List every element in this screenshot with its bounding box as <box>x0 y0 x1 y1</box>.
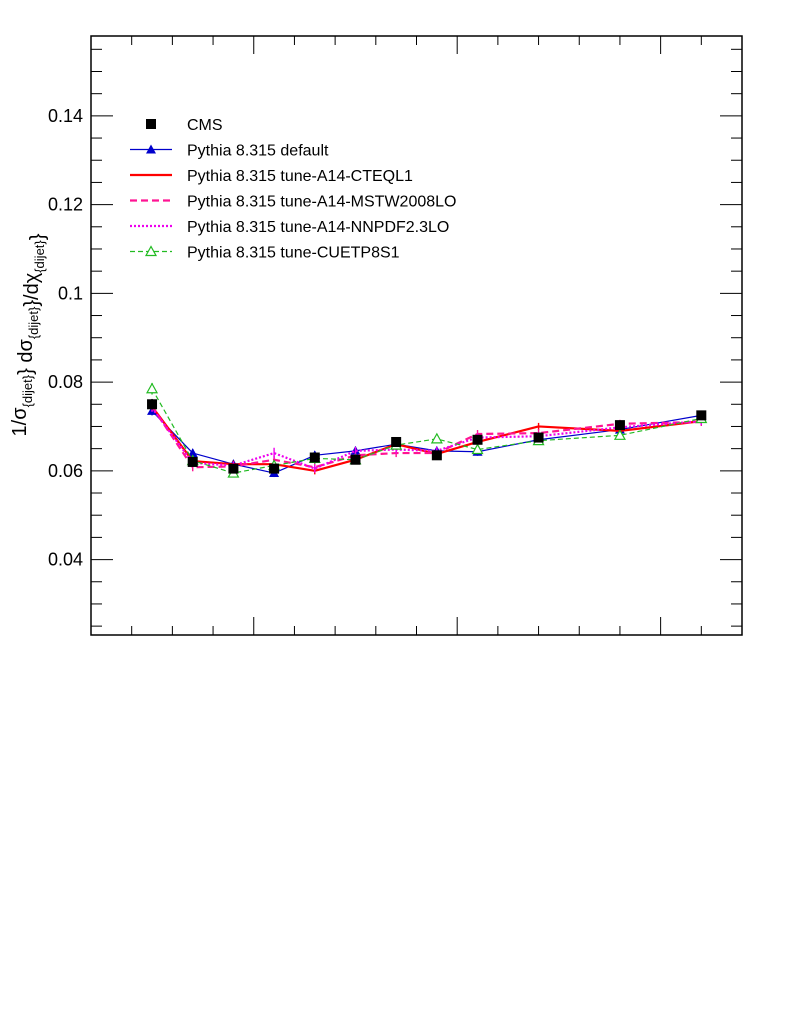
legend-label: CMS <box>187 117 223 134</box>
y-axis-label: 1/σ{dijet}} dσ{dijet}}/dχ{dijet}} <box>9 233 49 436</box>
y-label-subscript: {dijet} <box>26 306 41 339</box>
y-label-part: 1/σ <box>9 407 31 437</box>
y-tick-label: 0.12 <box>48 195 83 215</box>
legend-marker <box>144 245 158 257</box>
y-label-part: } <box>27 233 49 240</box>
data-point <box>431 450 442 461</box>
data-point <box>472 434 483 445</box>
legend-marker <box>146 119 156 129</box>
series-layer <box>146 382 708 478</box>
data-point <box>187 456 198 467</box>
legend-label: Pythia 8.315 default <box>187 143 329 160</box>
legend-entry: Pythia 8.315 tune-CUETP8S1 <box>130 245 400 262</box>
data-point <box>187 448 198 458</box>
series-line <box>151 388 702 474</box>
data-point <box>147 399 158 410</box>
series-line <box>151 405 702 469</box>
legend-entry: Pythia 8.315 tune-A14-NNPDF2.3LO <box>130 219 449 236</box>
data-point <box>471 443 484 455</box>
data-point <box>146 382 159 394</box>
axis-ticks <box>90 36 743 635</box>
data-point <box>350 454 361 465</box>
data-point <box>269 463 280 474</box>
data-point <box>613 429 626 440</box>
series-0 <box>147 398 707 474</box>
data-point <box>430 432 443 444</box>
legend-label: Pythia 8.315 tune-A14-MSTW2008LO <box>187 194 456 211</box>
y-tick-label: 0.06 <box>48 461 83 481</box>
legend-entry: Pythia 8.315 tune-A14-MSTW2008LO <box>130 194 456 211</box>
legend-label: Pythia 8.315 tune-A14-NNPDF2.3LO <box>187 219 449 236</box>
y-tick-label: 0.08 <box>48 372 83 392</box>
legend: CMS Pythia 8.315 default Pythia 8.315 tune… <box>130 117 456 262</box>
legend-entry: Pythia 8.315 tune-A14-CTEQL1 <box>130 168 413 185</box>
series-line <box>151 405 702 472</box>
data-point <box>533 432 544 443</box>
y-label-subscript: {dijet} <box>20 374 35 407</box>
data-point <box>309 452 320 463</box>
y-axis-tick-labels: 0.04 0.06 0.08 0.1 0.12 0.14 <box>48 106 83 570</box>
series-line <box>151 407 702 470</box>
data-point <box>696 410 707 421</box>
y-tick-label: 0.1 <box>58 283 83 303</box>
legend-marker <box>146 144 156 154</box>
legend-label: Pythia 8.315 tune-CUETP8S1 <box>187 245 400 262</box>
y-label-subscript: {dijet} <box>32 240 47 273</box>
data-point <box>614 420 625 431</box>
y-label-part: }/dχ <box>21 272 43 306</box>
data-point <box>228 463 239 474</box>
y-tick-label: 0.04 <box>48 550 83 570</box>
y-tick-label: 0.14 <box>48 106 83 126</box>
data-point <box>391 436 402 447</box>
legend-label: Pythia 8.315 tune-A14-CTEQL1 <box>187 168 413 185</box>
legend-entry: CMS <box>146 117 223 134</box>
y-label-part: } dσ <box>15 339 37 375</box>
legend-entry: Pythia 8.315 default <box>130 143 329 160</box>
series-line <box>151 410 702 474</box>
